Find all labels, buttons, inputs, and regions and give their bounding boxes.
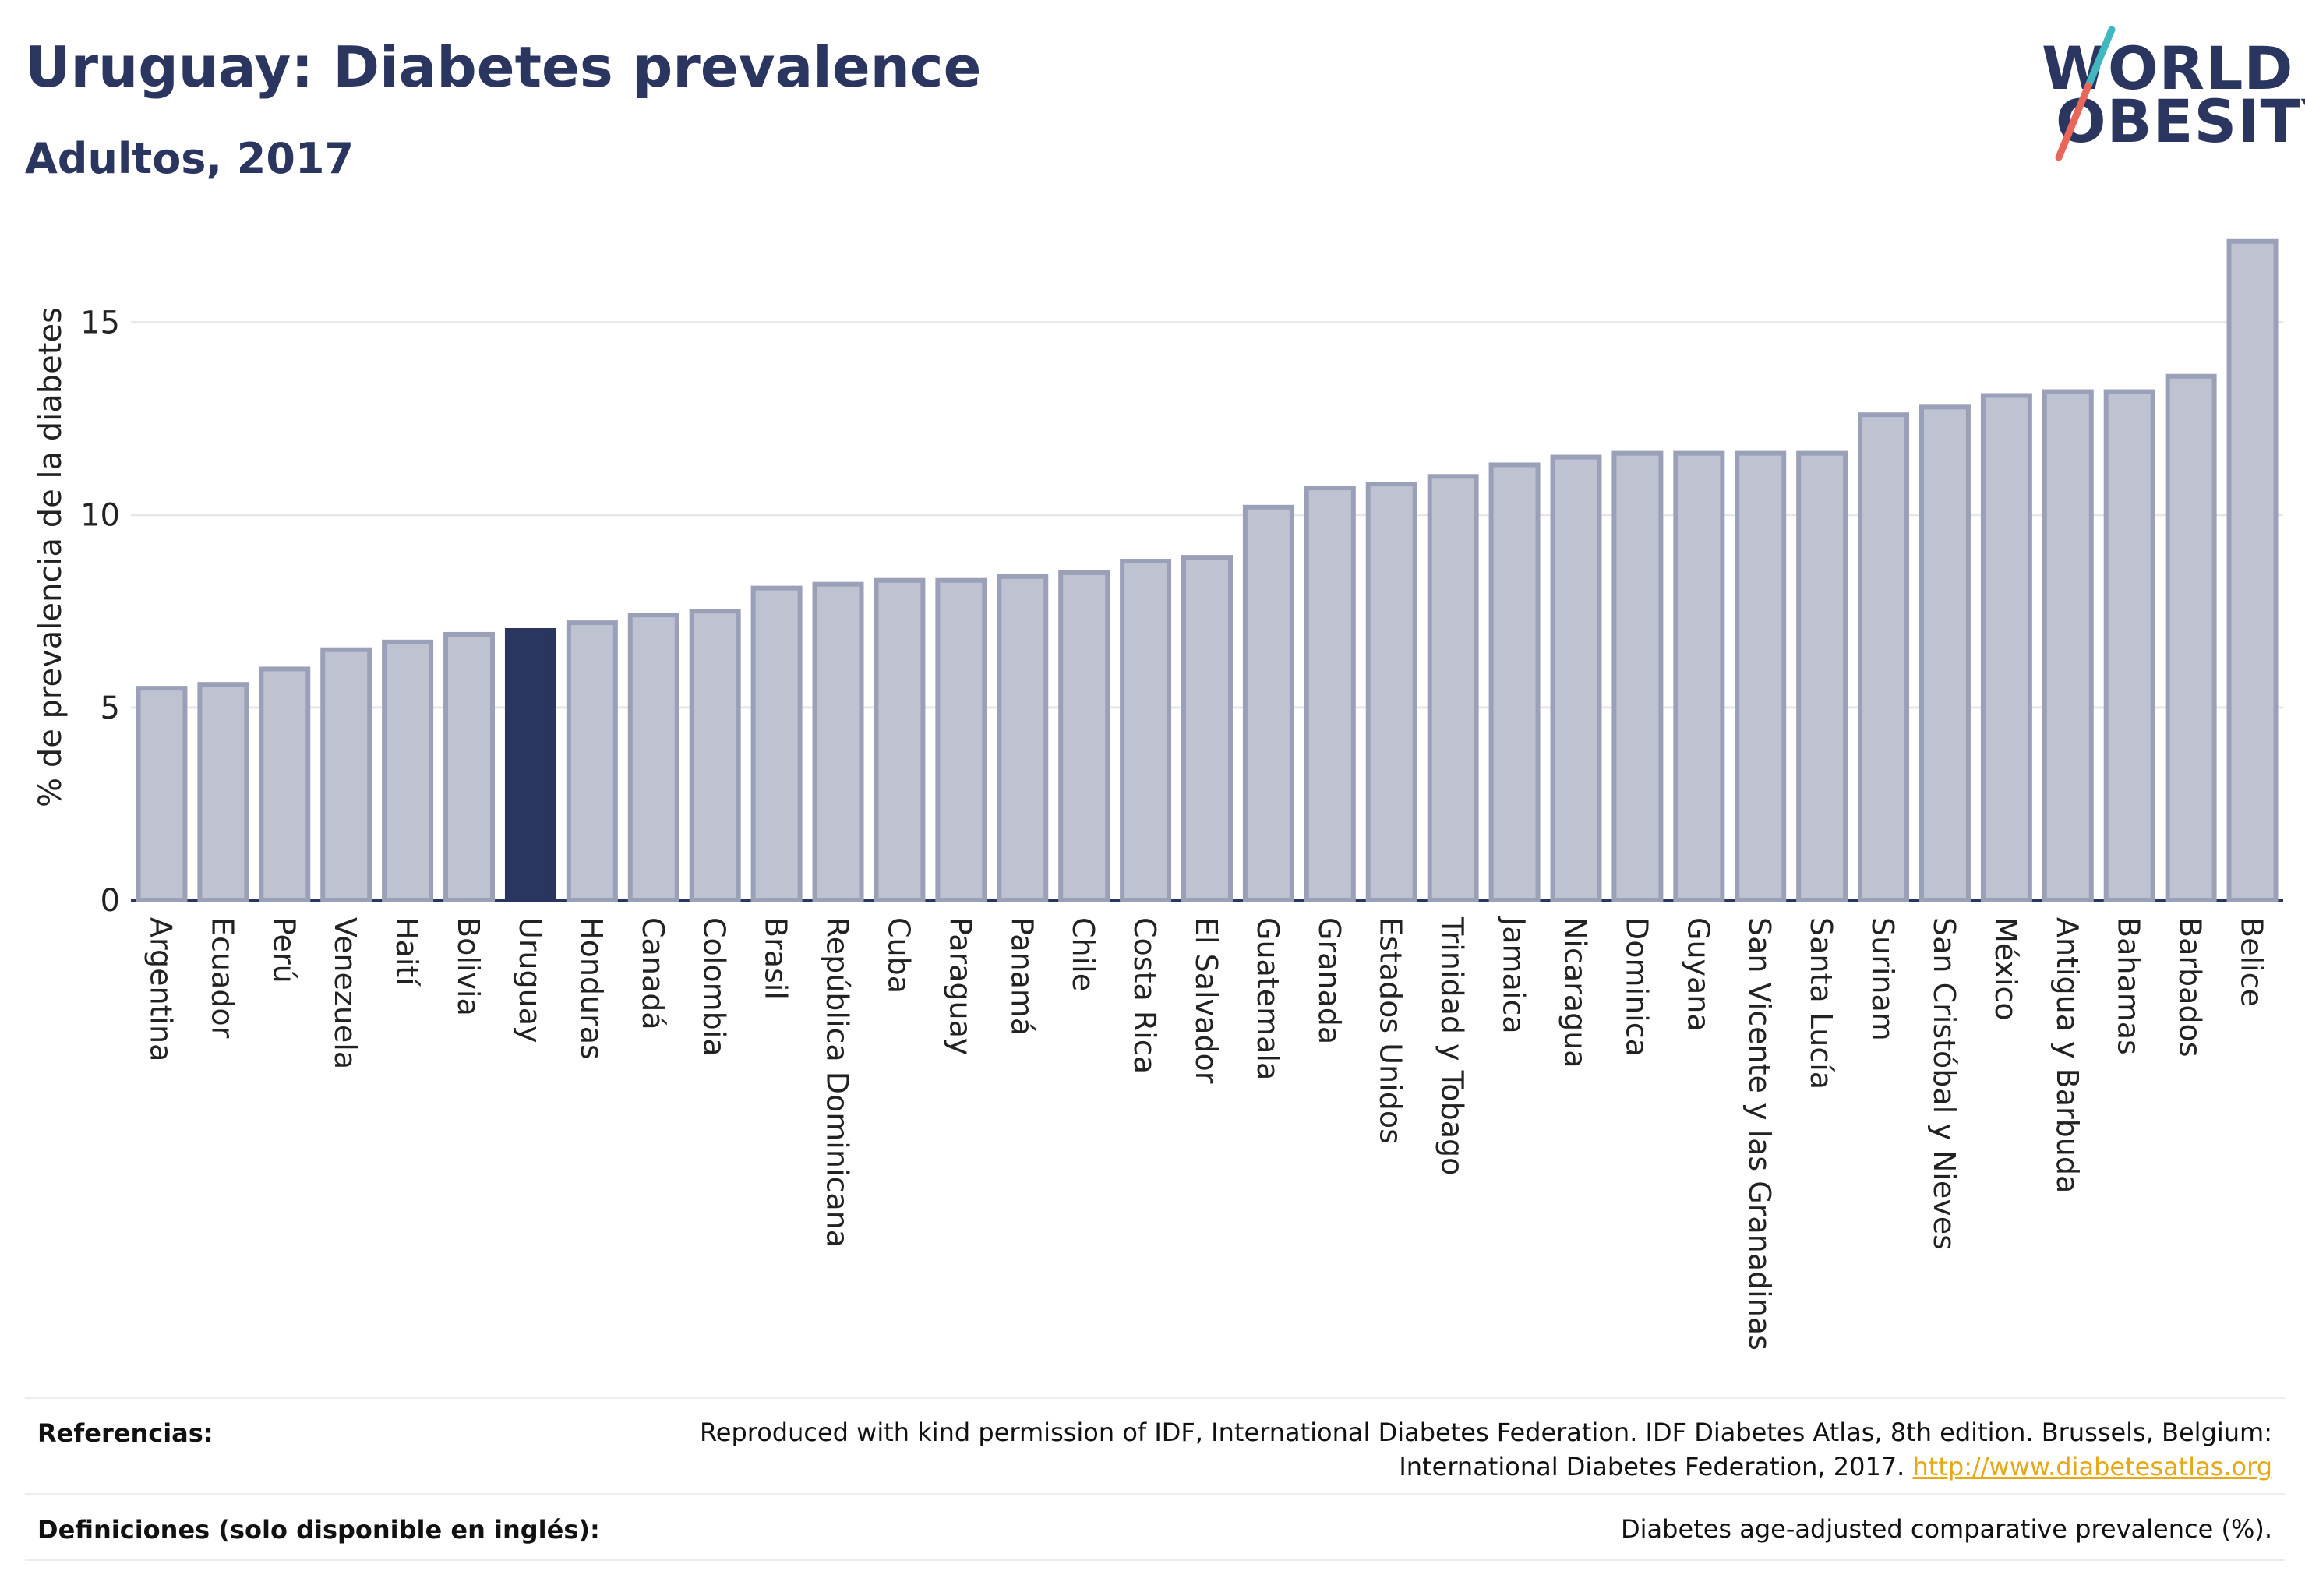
x-tick-label: Costa Rica (1128, 917, 1162, 1074)
x-tick-label: Perú (267, 917, 301, 983)
diabetes-atlas-link[interactable]: http://www.diabetesatlas.org (1912, 1452, 2272, 1481)
references-text-1: Reproduced with kind permission of IDF, … (699, 1418, 2272, 1447)
bar-san-vicente-y-las-granadinas[interactable] (1735, 450, 1787, 902)
footer-divider-top (25, 1396, 2285, 1399)
bar-santa-lucía[interactable] (1796, 450, 1848, 902)
x-tick-label: Haití (390, 917, 424, 987)
bar-bolivia[interactable] (443, 631, 496, 902)
bar-paraguay[interactable] (935, 577, 987, 902)
y-tick-label: 5 (101, 690, 120, 726)
logo-line-2: OBESITY (2056, 87, 2305, 156)
bar-república-dominicana[interactable] (812, 581, 864, 903)
y-axis-label: % de prevalencia de la diabetes (33, 307, 69, 807)
x-tick-label: Venezuela (328, 917, 362, 1069)
x-tick-label: San Cristóbal y Nieves (1927, 917, 1961, 1250)
footer-divider-bottom (25, 1559, 2285, 1561)
x-tick-label: Belice (2235, 917, 2269, 1007)
bar-haití[interactable] (382, 639, 434, 902)
x-tick-label: Canadá (636, 917, 670, 1030)
footer-divider-middle (25, 1493, 2285, 1495)
definitions-text: Diabetes age-adjusted comparative preval… (1621, 1514, 2272, 1544)
x-tick-label: Paraguay (943, 917, 977, 1055)
bar-granada[interactable] (1304, 486, 1356, 902)
x-tick-label: Guatemala (1251, 917, 1285, 1080)
x-tick-label: Brasil (759, 917, 793, 1000)
references-row: Referencias: Reproduced with kind permis… (25, 1409, 2285, 1487)
x-tick-label: Nicaragua (1558, 917, 1592, 1068)
x-tick-label: Jamaica (1497, 916, 1531, 1034)
y-tick-label: 10 (80, 498, 120, 534)
bar-honduras[interactable] (566, 620, 618, 902)
bar-el-salvador[interactable] (1181, 555, 1233, 902)
logo-line-1: WORLD (2042, 34, 2294, 103)
x-tick-label: Bahamas (2112, 917, 2146, 1055)
bar-colombia[interactable] (689, 609, 741, 902)
bar-bahamas[interactable] (2103, 389, 2155, 902)
y-tick-labels: 0 5 10 15 (80, 305, 120, 919)
bar-san-cristóbal-y-nieves[interactable] (1918, 404, 1971, 902)
x-tick-label: Surinam (1866, 917, 1900, 1041)
bar-méxico[interactable] (1980, 393, 2032, 902)
x-tick-label: Guyana (1681, 917, 1715, 1032)
x-tick-label: Honduras (574, 917, 609, 1060)
y-tick-label: 15 (80, 305, 120, 341)
bar-perú[interactable] (259, 666, 311, 903)
definitions-label: Definiciones (solo disponible en inglés)… (37, 1515, 600, 1545)
bar-cuba[interactable] (874, 577, 926, 902)
bar-guatemala[interactable] (1242, 504, 1294, 902)
x-tick-label: Uruguay (513, 917, 547, 1043)
bar-surinam[interactable] (1858, 412, 1910, 902)
world-obesity-logo: WORLD OBESITY (2034, 23, 2305, 164)
x-tick-label: Panamá (1004, 917, 1039, 1036)
bar-argentina[interactable] (136, 686, 188, 903)
bar-estados-unidos[interactable] (1365, 482, 1417, 902)
references-label: Referencias: (37, 1418, 214, 1448)
bars (136, 238, 2279, 903)
bar-chart: 0 5 10 15 Argentina Ecuador Perú Venezuela Hait… (33, 238, 2283, 1351)
x-tick-label: Colombia (697, 917, 732, 1057)
bar-trinidad-y-tobago[interactable] (1427, 474, 1479, 902)
logo-slash-icon (2055, 26, 2116, 161)
x-tick-label: Argentina (143, 917, 178, 1061)
bar-chile[interactable] (1058, 570, 1110, 902)
y-tick-label: 0 (101, 883, 120, 919)
bar-costa-rica[interactable] (1120, 559, 1172, 902)
x-tick-label: Barbados (2173, 917, 2208, 1058)
bar-guyana[interactable] (1673, 450, 1725, 902)
bar-nicaragua[interactable] (1550, 454, 1602, 902)
x-tick-label: El Salvador (1189, 917, 1223, 1084)
bar-barbados[interactable] (2165, 373, 2217, 902)
x-tick-label: Granada (1312, 917, 1347, 1044)
bar-belice[interactable] (2226, 238, 2279, 902)
bar-antigua-y-barbuda[interactable] (2042, 389, 2094, 902)
x-tick-label: Estados Unidos (1374, 917, 1408, 1144)
bar-brasil[interactable] (750, 585, 803, 903)
definitions-row: Definiciones (solo disponible en inglés)… (25, 1504, 2285, 1559)
x-tick-label: Cuba (881, 917, 916, 994)
x-tick-label: Chile (1066, 917, 1100, 991)
bar-uruguay[interactable] (504, 628, 556, 902)
page-subtitle: Adultos, 2017 (25, 134, 355, 183)
bar-canadá[interactable] (627, 613, 679, 902)
x-tick-label: Antigua y Barbuda (2050, 917, 2084, 1193)
page-title: Uruguay: Diabetes prevalence (25, 34, 982, 100)
bar-dominica[interactable] (1611, 450, 1664, 902)
x-tick-label: Bolivia (451, 917, 485, 1016)
x-tick-label: Trinidad y Tobago (1435, 916, 1470, 1175)
bar-panamá[interactable] (997, 574, 1049, 902)
x-tick-label: República Dominicana (821, 917, 855, 1248)
x-tick-label: Ecuador (205, 917, 239, 1039)
x-tick-label: Santa Lucía (1804, 917, 1838, 1089)
x-tick-labels: Argentina Ecuador Perú Venezuela Haití Bolivi… (143, 916, 2268, 1351)
references-text-2: International Diabetes Federation, 2017. (1399, 1452, 1905, 1481)
x-tick-label: México (1989, 917, 2023, 1021)
x-tick-label: San Vicente y las Granadinas (1742, 917, 1777, 1351)
bar-ecuador[interactable] (197, 682, 249, 902)
bar-venezuela[interactable] (320, 647, 372, 902)
bar-jamaica[interactable] (1488, 462, 1541, 902)
x-tick-label: Dominica (1619, 917, 1654, 1057)
